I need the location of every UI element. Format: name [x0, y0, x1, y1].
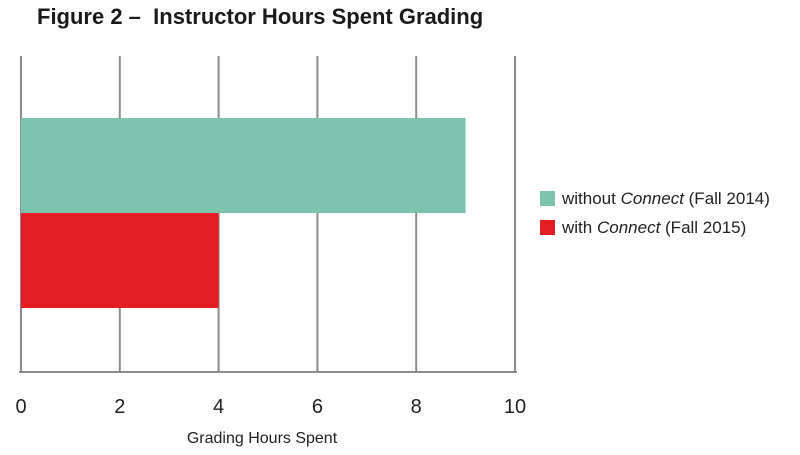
gridlines: [19, 56, 517, 373]
x-tick-labels: 0 2 4 6 8 10: [15, 396, 526, 418]
legend-label-suffix: (Fall 2015): [660, 217, 747, 237]
legend-label: with Connect (Fall 2015): [562, 218, 746, 238]
legend: without Connect (Fall 2014) with Connect…: [540, 184, 770, 242]
x-tick-label-6: 6: [312, 396, 323, 418]
chart-title: Figure 2 – Instructor Hours Spent Gradin…: [37, 4, 484, 29]
bar-1: [21, 213, 219, 308]
legend-label-product: Connect: [620, 188, 684, 208]
legend-item-with-connect: with Connect (Fall 2015): [540, 213, 770, 242]
legend-label-suffix: (Fall 2014): [683, 188, 770, 208]
legend-label-prefix: with: [562, 217, 597, 237]
x-tick-label-2: 2: [114, 396, 125, 418]
x-tick-label-0: 0: [15, 396, 26, 418]
x-tick-label-10: 10: [504, 396, 526, 418]
x-axis-label: Grading Hours Spent: [187, 430, 338, 447]
legend-swatch: [540, 191, 555, 206]
x-tick-label-8: 8: [411, 396, 422, 418]
legend-label-product: Connect: [596, 217, 661, 237]
bars: [21, 118, 466, 308]
bar-0: [21, 118, 466, 213]
legend-label: without Connect (Fall 2014): [562, 189, 770, 209]
legend-swatch: [540, 220, 555, 235]
x-tick-label-4: 4: [213, 396, 224, 418]
legend-label-prefix: without: [562, 188, 621, 208]
legend-item-without-connect: without Connect (Fall 2014): [540, 184, 770, 213]
